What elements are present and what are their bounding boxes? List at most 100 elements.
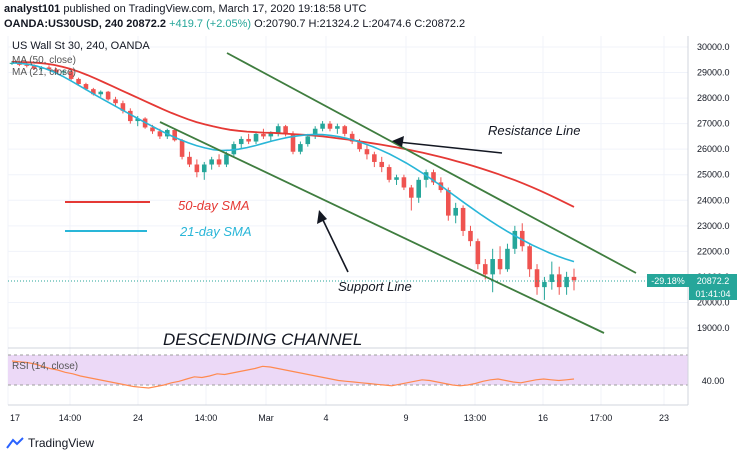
resistance-arrow	[397, 141, 503, 154]
countdown-badge	[689, 287, 737, 300]
candle-body	[209, 159, 214, 165]
price-tick-label: 22000.0	[697, 246, 730, 256]
candle-body	[512, 230, 518, 249]
candle-body	[24, 64, 30, 66]
time-tick-label: 14:00	[59, 413, 82, 423]
price-tick-label: 23000.0	[697, 221, 730, 231]
candle-body	[386, 167, 392, 180]
candle-body	[76, 78, 81, 85]
candle-body	[379, 161, 385, 168]
time-tick-label: 16	[538, 413, 548, 423]
time-tick-label: 4	[323, 413, 328, 423]
candle-body	[468, 230, 473, 242]
candle-body	[312, 128, 318, 137]
ma50-line	[11, 60, 575, 208]
support-channel-line	[159, 121, 605, 334]
candle-body	[431, 172, 436, 183]
price-tick-label: 27000.0	[697, 119, 730, 129]
symbol: OANDA:US30USD, 240	[4, 18, 124, 30]
time-tick-label: 17:00	[590, 413, 613, 423]
candle-body	[401, 177, 407, 188]
candle-body	[120, 103, 126, 111]
candle-body	[497, 259, 503, 270]
ma21-line	[11, 62, 575, 263]
candle-body	[98, 91, 104, 95]
candle-body	[305, 136, 311, 145]
candle-body	[187, 156, 192, 165]
candle-body	[564, 276, 569, 288]
candle-body	[150, 127, 155, 132]
candle-body	[394, 177, 399, 180]
last-price: 20872.2	[126, 18, 167, 30]
horizontal-grid	[8, 46, 688, 329]
time-tick-label: 23	[659, 413, 669, 423]
candle-body	[571, 276, 577, 281]
candle-body	[238, 138, 244, 145]
ohlc-values: O:20790.7 H:21324.2 L:20474.6 C:20872.2	[254, 18, 466, 30]
candle-body	[179, 140, 185, 157]
candle-body	[460, 207, 466, 231]
candle-body	[527, 246, 532, 270]
candle-body	[201, 164, 207, 173]
candle-body	[542, 282, 547, 288]
candle-body	[335, 126, 340, 129]
sma21-annotation: 21-day SMA	[179, 224, 252, 239]
candle-body	[357, 141, 362, 150]
candle-body	[519, 230, 525, 247]
candle-body	[31, 65, 37, 69]
candle-body	[482, 264, 488, 275]
time-tick-label: 13:00	[464, 413, 487, 423]
rsi-line	[11, 360, 575, 389]
candle-body	[157, 131, 163, 137]
candle-body	[113, 99, 118, 104]
pct-badge-text: -29.18%	[651, 276, 685, 286]
candle-body	[475, 241, 481, 265]
candle-body	[216, 159, 222, 165]
price-chart[interactable]: US Wall St 30, 240, OANDA MA (50, close)…	[0, 0, 740, 430]
time-tick-label: 9	[403, 413, 408, 423]
time-axis[interactable]: 17 14:00 24 14:00 Mar 4 9 13:00 16 17:00 23	[10, 413, 669, 423]
price-tick-label: 26000.0	[697, 144, 730, 154]
pct-badge	[647, 274, 689, 287]
price-badge	[689, 274, 737, 287]
candle-body	[445, 190, 451, 216]
publisher[interactable]: analyst101	[4, 3, 61, 15]
price-tick-label: 20000.0	[697, 297, 730, 307]
sma50-annotation: 50-day SMA	[178, 198, 250, 213]
support-arrow	[321, 217, 349, 273]
candle-body	[91, 89, 96, 95]
candle-body	[83, 84, 89, 90]
candle-body	[283, 126, 288, 134]
candle-body	[342, 126, 348, 134]
instrument-label: US Wall St 30, 240, OANDA	[12, 40, 150, 52]
footer-brand[interactable]: TradingView	[28, 436, 95, 450]
candle-body	[194, 164, 200, 173]
candle-body	[46, 67, 52, 70]
candle-body	[261, 133, 266, 137]
candle-body	[224, 154, 229, 165]
candles	[9, 61, 577, 300]
candle-body	[105, 91, 111, 100]
time-tick-label: Mar	[258, 413, 274, 423]
candle-body	[453, 207, 458, 216]
rsi-level-label: 40.00	[702, 376, 725, 386]
candle-body	[416, 179, 422, 198]
countdown-text: 01:41:04	[695, 289, 730, 299]
time-tick-label: 24	[133, 413, 143, 423]
candle-body	[372, 154, 377, 162]
rsi-label: RSI (14, close)	[12, 361, 78, 372]
price-pane	[8, 36, 688, 344]
candle-body	[298, 144, 303, 152]
candle-body	[556, 274, 562, 288]
price-tick-label: 28000.0	[697, 93, 730, 103]
candle-body	[54, 69, 59, 73]
candle-body	[505, 248, 510, 270]
published-text: published on TradingView.com, March 17, …	[63, 3, 367, 15]
candle-body	[349, 133, 355, 142]
candle-body	[320, 123, 325, 129]
publish-info: analyst101 published on TradingView.com,…	[4, 3, 366, 15]
resistance-channel-line	[226, 52, 637, 274]
candle-body	[172, 130, 177, 141]
candle-body	[534, 269, 540, 288]
support-annotation: Support Line	[338, 279, 412, 294]
